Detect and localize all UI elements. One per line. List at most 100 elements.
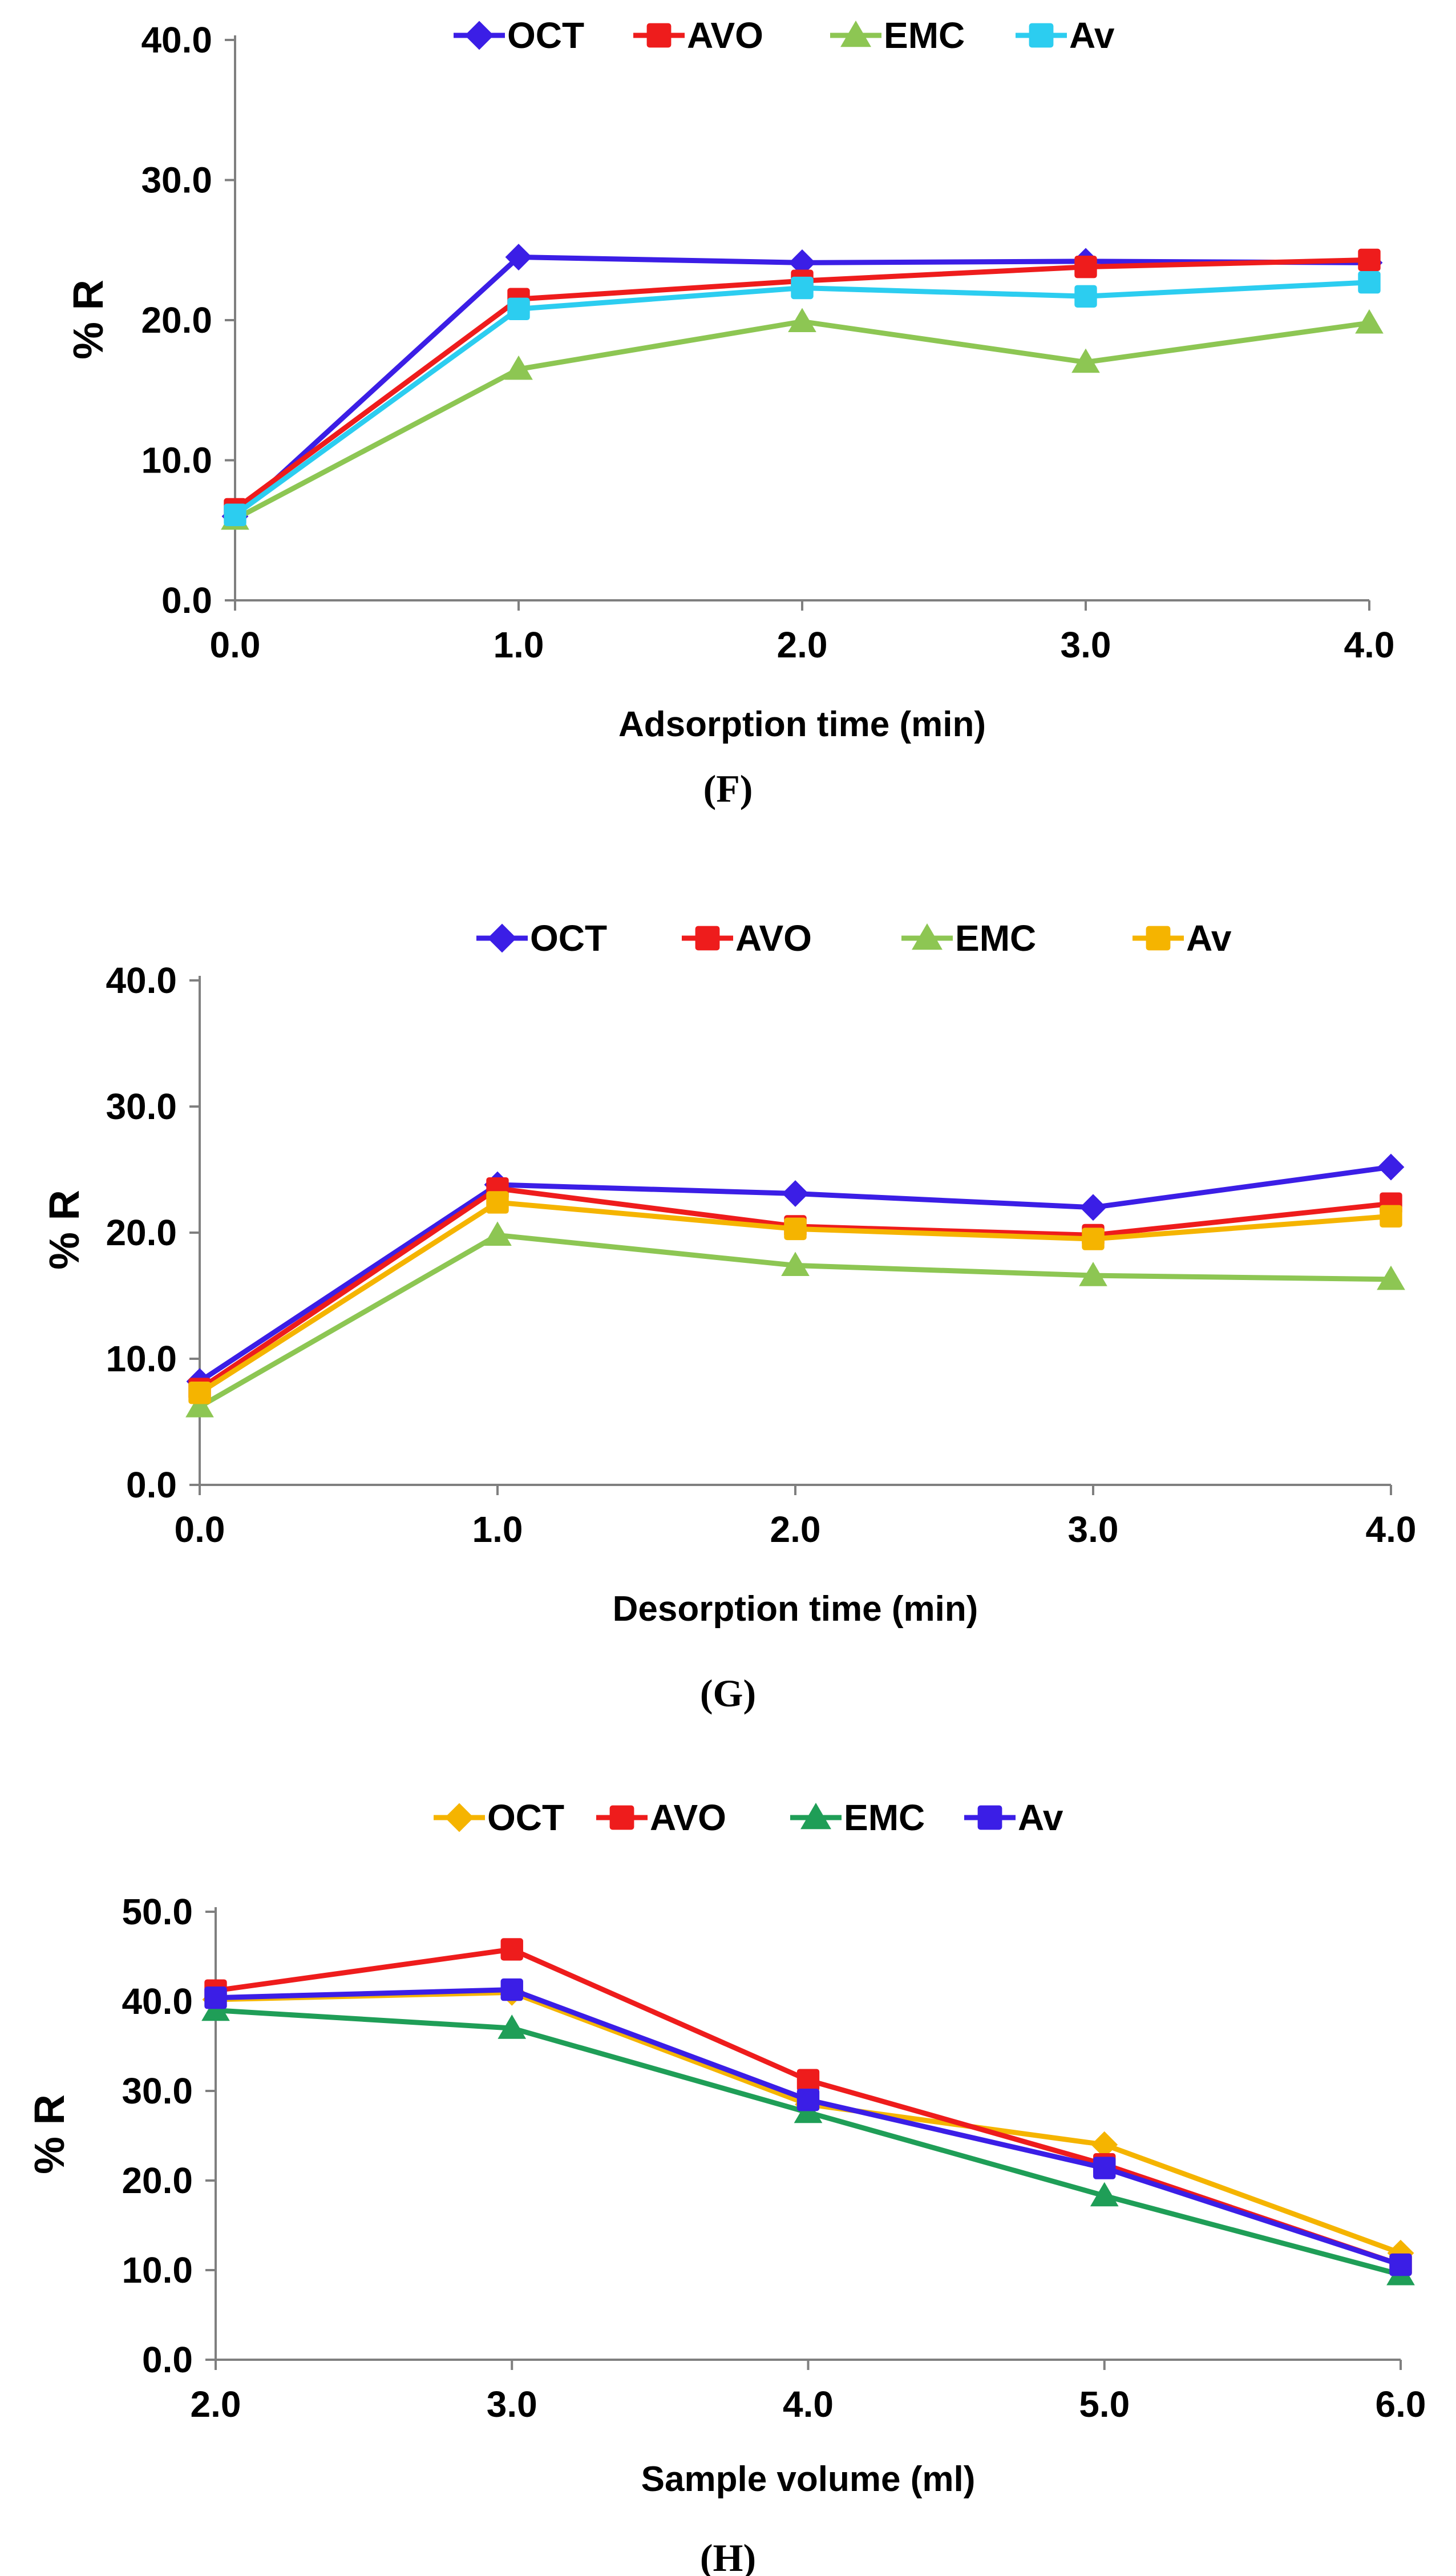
- data-point-emc: [781, 1251, 810, 1277]
- chart-panel-h: 0.0 10.0 20.0 30.0 40.0 50.0 2.0 3.0 4.0 5.0 6.0 Sa…: [26, 1797, 1426, 2576]
- x-tick-label: 1.0: [494, 624, 544, 665]
- data-point-emc: [794, 2098, 823, 2123]
- legend-item-av: Av: [1133, 918, 1232, 959]
- data-point-avo: [1074, 256, 1097, 278]
- legend-marker-avo: [646, 23, 672, 48]
- legend-label: OCT: [507, 15, 584, 56]
- series-av: [204, 1978, 1412, 2276]
- series-line-emc: [233, 318, 1370, 522]
- data-point-av: [507, 297, 530, 321]
- data-point-av: [1358, 271, 1381, 294]
- x-tick-label: 5.0: [1079, 2384, 1130, 2425]
- legend-label: OCT: [487, 1797, 564, 1838]
- y-tick-label: 10.0: [106, 1338, 177, 1379]
- legend-item-av: Av: [964, 1797, 1063, 1838]
- data-point-emc: [1090, 2182, 1119, 2207]
- panel-label: (H): [700, 2536, 756, 2576]
- data-point-av: [1380, 1205, 1402, 1228]
- legend-marker-emc: [800, 1803, 831, 1830]
- data-point-emc: [504, 355, 533, 380]
- legend-marker-avo: [609, 1805, 634, 1830]
- y-axis-title: % R: [41, 1190, 88, 1270]
- series-line-av: [215, 1987, 1402, 2267]
- x-tick-label: 3.0: [487, 2384, 537, 2425]
- series-emc: [185, 1221, 1405, 1418]
- data-point-av: [784, 1217, 807, 1241]
- series-emc: [201, 1996, 1415, 2286]
- legend-marker-avo: [695, 926, 720, 951]
- legend-item-avo: AVO: [682, 918, 812, 959]
- data-point-emc: [1079, 1262, 1107, 1286]
- legend-item-oct: OCT: [476, 918, 607, 959]
- data-point-av: [486, 1191, 509, 1214]
- x-tick-label: 3.0: [1068, 1509, 1119, 1550]
- x-axis-title: Desorption time (min): [613, 1589, 978, 1629]
- data-point-emc: [201, 1996, 230, 2021]
- x-tick-label: 0.0: [210, 624, 261, 665]
- y-tick-label: 0.0: [142, 2339, 193, 2380]
- data-point-av: [796, 2089, 820, 2111]
- data-point-avo: [500, 1938, 523, 1961]
- legend-marker-av: [1029, 23, 1054, 48]
- y-axis-title: % R: [26, 2094, 73, 2174]
- data-point-av: [500, 1978, 523, 2001]
- data-point-av: [791, 276, 814, 300]
- series-line-emc: [215, 2008, 1402, 2278]
- series-emc: [221, 308, 1384, 530]
- legend-marker-oct: [464, 21, 494, 50]
- legend-label: EMC: [884, 15, 965, 56]
- y-tick-label: 40.0: [106, 960, 177, 1001]
- panel-label: (G): [700, 1671, 756, 1715]
- data-point-av: [188, 1381, 211, 1404]
- data-point-oct: [505, 244, 532, 270]
- x-tick-label: 3.0: [1061, 624, 1111, 665]
- y-axis-title: % R: [64, 280, 112, 360]
- legend-item-oct: OCT: [454, 15, 584, 56]
- legend-marker-oct: [487, 923, 517, 953]
- y-tick-label: 0.0: [126, 1464, 177, 1505]
- x-tick-label: 6.0: [1376, 2384, 1426, 2425]
- data-point-av: [1074, 285, 1097, 308]
- y-tick-label: 10.0: [141, 440, 212, 481]
- data-point-av: [224, 503, 246, 526]
- y-tick-label: 10.0: [122, 2250, 193, 2291]
- y-tick-label: 20.0: [141, 300, 212, 341]
- x-tick-label: 2.0: [191, 2384, 241, 2425]
- data-point-oct: [1377, 1153, 1405, 1181]
- data-point-av: [1093, 2157, 1116, 2179]
- data-point-emc: [1071, 348, 1100, 373]
- data-point-emc: [788, 308, 816, 333]
- legend-marker-emc: [912, 923, 943, 950]
- legend-label: AVO: [650, 1797, 726, 1838]
- x-tick-label: 4.0: [1344, 624, 1395, 665]
- y-tick-label: 20.0: [106, 1212, 177, 1253]
- y-tick-label: 30.0: [141, 160, 212, 201]
- y-tick-label: 0.0: [161, 580, 212, 621]
- chart-panel-f: 0.0 10.0 20.0 30.0 40.0 0.0 1.0 2.0 3.0 4.0 Adsorp…: [64, 15, 1394, 810]
- legend-item-emc: EMC: [790, 1797, 925, 1838]
- x-tick-label: 2.0: [777, 624, 828, 665]
- y-tick-label: 30.0: [122, 2070, 193, 2111]
- legend-label: AVO: [735, 918, 812, 959]
- data-point-avo: [1358, 248, 1381, 272]
- x-axis-title: Sample volume (ml): [641, 2460, 976, 2499]
- data-point-avo: [796, 2069, 820, 2092]
- data-point-emc: [1355, 309, 1384, 334]
- legend-label: Av: [1069, 15, 1115, 56]
- panel-label: (F): [703, 767, 753, 810]
- legend-marker-oct: [444, 1803, 474, 1832]
- data-point-oct: [782, 1180, 809, 1207]
- legend-label: Av: [1186, 918, 1232, 959]
- data-point-emc: [1377, 1265, 1405, 1290]
- x-tick-label: 0.0: [175, 1509, 225, 1550]
- y-tick-label: 50.0: [122, 1891, 193, 1932]
- y-tick-label: 40.0: [141, 19, 212, 60]
- legend-item-oct: OCT: [434, 1797, 564, 1838]
- legend-label: Av: [1018, 1797, 1063, 1838]
- legend-marker-av: [977, 1805, 1002, 1830]
- x-tick-label: 4.0: [1366, 1509, 1417, 1550]
- legend-marker-emc: [840, 21, 871, 47]
- series-avo: [188, 1177, 1402, 1400]
- series-av: [188, 1191, 1402, 1404]
- data-point-av: [1389, 2253, 1412, 2276]
